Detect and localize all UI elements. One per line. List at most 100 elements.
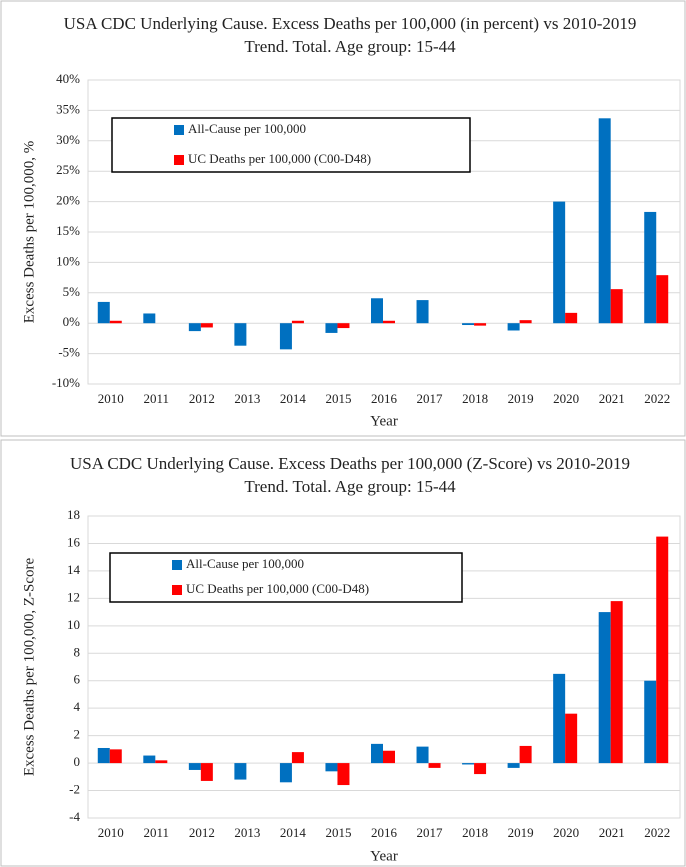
bar [291, 320, 304, 324]
bar [337, 323, 350, 329]
bar [598, 118, 611, 324]
plot-border [87, 515, 681, 819]
legend-swatch [174, 155, 184, 165]
x-tick-label: 2018 [462, 825, 488, 840]
x-tick-label: 2020 [553, 391, 579, 406]
x-tick-label: 2010 [98, 391, 124, 406]
bar [371, 743, 383, 764]
x-tick-label: 2016 [371, 825, 398, 840]
x-tick-label: 2021 [599, 825, 625, 840]
legend-label: UC Deaths per 100,000 (C00-D48) [186, 581, 369, 596]
x-tick-label: 2011 [144, 391, 170, 406]
y-tick-label: -2 [69, 782, 80, 797]
y-tick-label: 6 [74, 672, 81, 687]
bar [200, 763, 213, 781]
legend-box [111, 117, 471, 173]
x-axis-label: Year [370, 848, 398, 864]
y-tick-label: 16 [67, 534, 81, 549]
x-tick-label: 2022 [644, 391, 670, 406]
bar [507, 763, 520, 768]
x-tick-label: 2017 [417, 825, 444, 840]
y-tick-label: 5% [63, 284, 81, 299]
bar [416, 746, 429, 764]
panel-border [0, 439, 686, 867]
bar [462, 323, 475, 326]
bar [610, 289, 623, 324]
x-tick-label: 2019 [508, 825, 534, 840]
y-tick-label: 18 [67, 507, 80, 522]
x-tick-label: 2013 [234, 825, 260, 840]
x-tick-label: 2013 [234, 391, 260, 406]
y-tick-label: 4 [74, 699, 81, 714]
chart-title: USA CDC Underlying Cause. Excess Deaths … [70, 454, 630, 496]
y-tick-label: -4 [69, 809, 80, 824]
x-axis-label: Year [370, 413, 398, 429]
y-tick-label: -10% [52, 375, 80, 390]
bar [234, 323, 247, 346]
y-tick-label: 0% [63, 314, 81, 329]
chart-title: USA CDC Underlying Cause. Excess Deaths … [63, 14, 637, 56]
bar [279, 323, 292, 350]
x-tick-label: 2010 [98, 825, 124, 840]
x-tick-label: 2018 [462, 391, 488, 406]
y-tick-label: 15% [56, 223, 80, 238]
bar [143, 755, 156, 764]
legend-swatch [172, 585, 182, 595]
bar [565, 713, 578, 764]
bar [553, 673, 566, 764]
bar [519, 745, 532, 764]
bar [200, 323, 213, 328]
y-tick-label: 14 [67, 562, 81, 577]
bar [507, 323, 520, 331]
bar [610, 601, 623, 764]
y-tick-label: 10 [67, 617, 80, 632]
bar [109, 749, 122, 764]
legend-label: UC Deaths per 100,000 (C00-D48) [188, 151, 371, 166]
legend-swatch [172, 560, 182, 570]
legend-label: All-Cause per 100,000 [186, 556, 304, 571]
x-tick-label: 2022 [644, 825, 670, 840]
y-axis-label: Excess Deaths per 100,000, % [21, 141, 37, 323]
bar [188, 323, 201, 332]
x-tick-label: 2019 [508, 391, 534, 406]
bar [383, 750, 395, 764]
y-tick-label: 8 [74, 644, 81, 659]
y-tick-label: 35% [56, 101, 80, 116]
x-tick-label: 2014 [280, 391, 307, 406]
bar [644, 211, 657, 324]
bar [188, 763, 201, 770]
bar [325, 323, 338, 333]
bar [519, 320, 532, 324]
bar [474, 323, 487, 326]
y-tick-label: 40% [56, 71, 80, 86]
y-tick-label: 10% [56, 253, 80, 268]
bar [337, 763, 350, 786]
bar [234, 763, 247, 780]
x-tick-label: 2015 [325, 391, 351, 406]
bar [279, 763, 292, 783]
legend-label: All-Cause per 100,000 [188, 121, 306, 136]
bar [383, 320, 395, 324]
bar [97, 301, 110, 324]
x-tick-label: 2021 [599, 391, 625, 406]
panel-border [0, 0, 686, 437]
bar [462, 763, 475, 765]
x-tick-label: 2011 [144, 825, 170, 840]
legend-swatch [174, 125, 184, 135]
bar [109, 320, 122, 324]
y-tick-label: 12 [67, 589, 80, 604]
y-tick-label: 0 [74, 754, 81, 769]
bar [155, 760, 168, 764]
x-tick-label: 2012 [189, 825, 215, 840]
bar [656, 275, 669, 324]
y-axis-label: Excess Deaths per 100,000, Z-Score [21, 558, 37, 777]
legend-box [109, 552, 463, 603]
bar [371, 298, 383, 324]
x-tick-label: 2016 [371, 391, 398, 406]
plot-border [87, 79, 681, 385]
y-tick-label: 30% [56, 132, 80, 147]
bar [291, 752, 304, 764]
x-tick-label: 2020 [553, 825, 579, 840]
